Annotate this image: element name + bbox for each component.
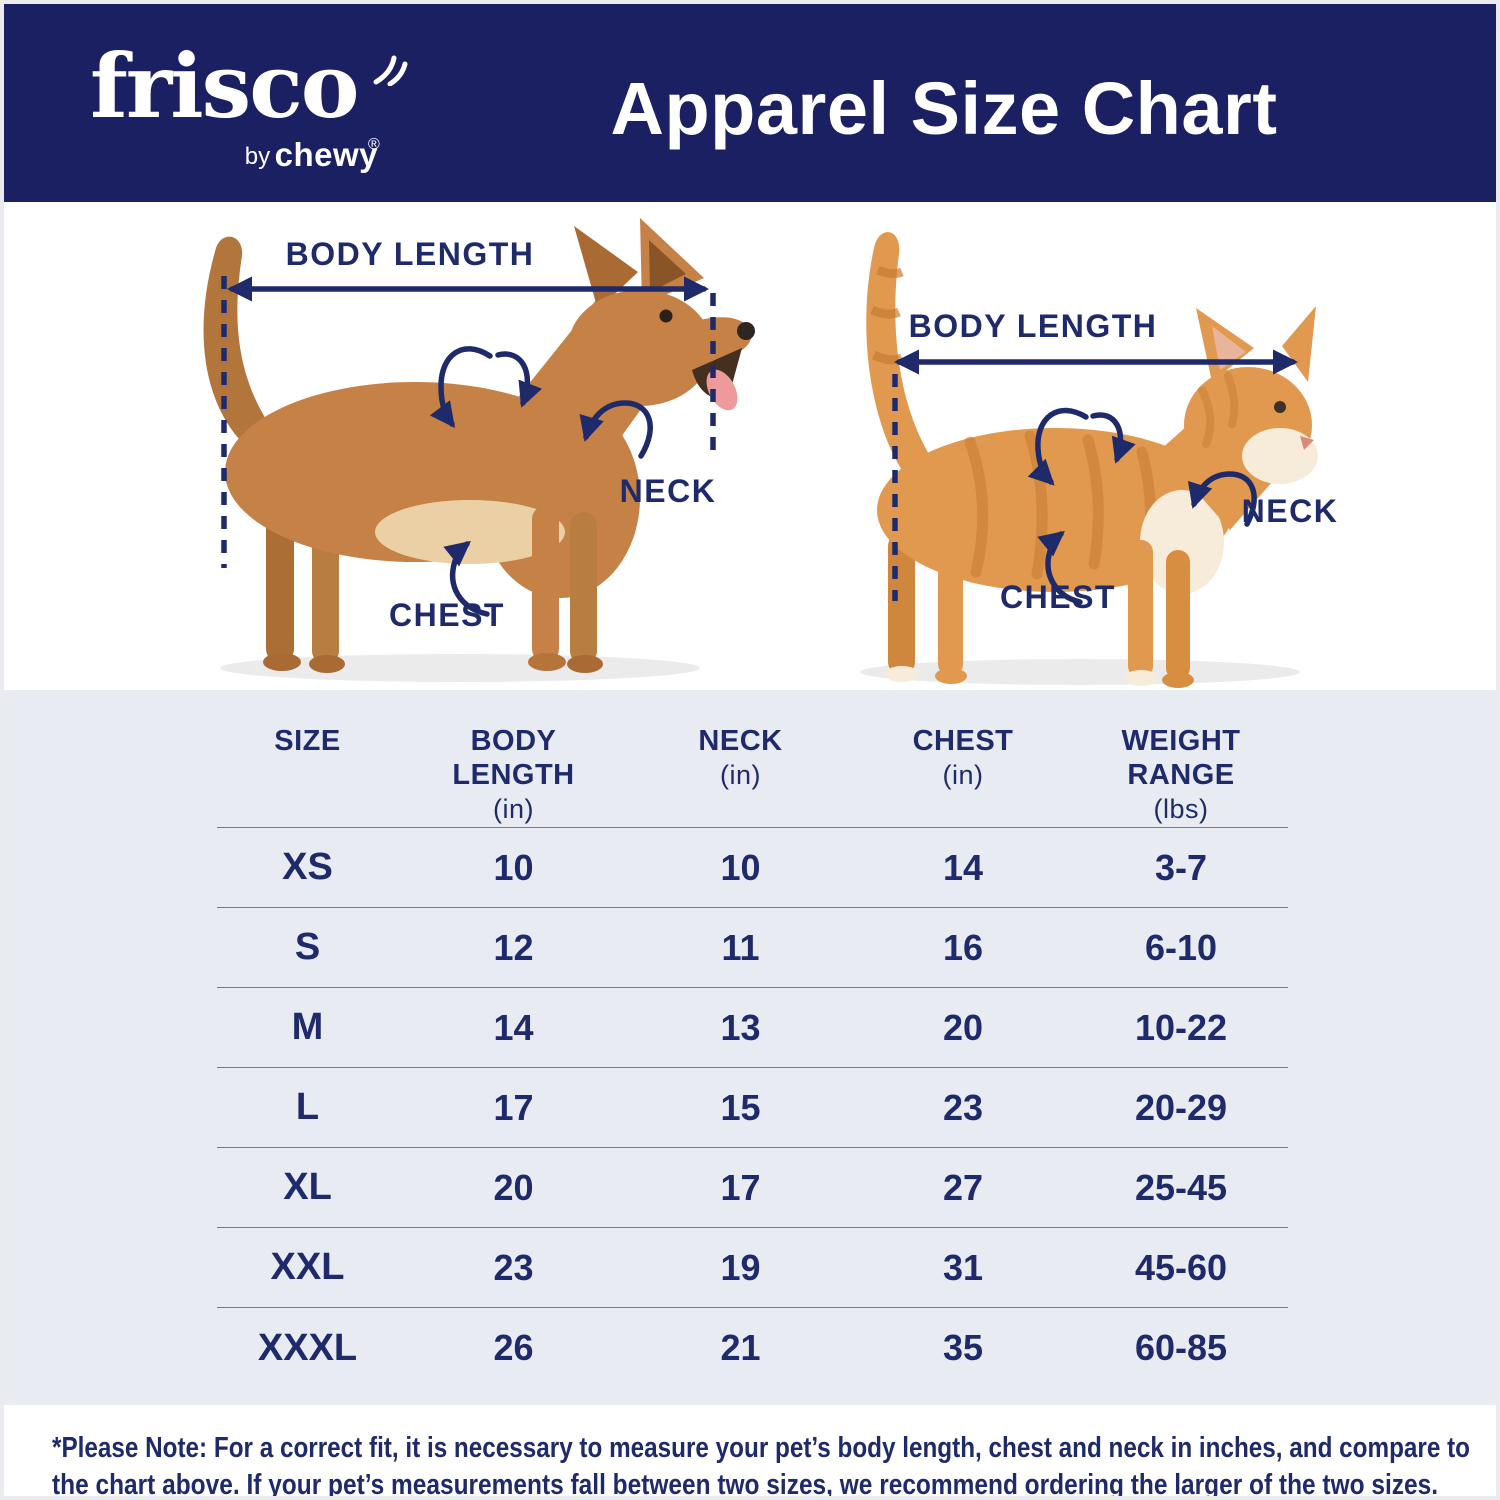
table-row-s: S 12 11 16 6-10 — [217, 908, 1288, 988]
dog-neck-label: NECK — [619, 473, 717, 509]
cat-neck-arrow-right — [1090, 412, 1136, 464]
column-header-weight-range: WEIGHT RANGE (lbs) — [1121, 725, 1241, 824]
page-title: Apparel Size Chart — [610, 67, 1278, 150]
column-header-chest: CHEST (in) — [912, 725, 1014, 790]
dog-neck-arrow-lower — [579, 400, 653, 459]
cat-photo — [860, 232, 1318, 688]
cat-chest-label: CHEST — [1000, 579, 1116, 615]
column-header-neck: NECK (in) — [698, 725, 783, 790]
footnote: *Please Note: For a correct fit, it is n… — [0, 1405, 1500, 1500]
table-row-xxxl: XXXL 26 21 35 60-85 — [257, 1326, 1228, 1369]
table-row-m: M 14 13 20 10-22 — [217, 988, 1288, 1068]
table-header-row: SIZE BODY LENGTH (in) NECK (in) CHEST (in) W… — [217, 690, 1288, 828]
swoosh-icon — [372, 52, 412, 91]
column-header-size: SIZE — [274, 725, 341, 757]
table-row-l: L 17 15 23 20-29 — [217, 1068, 1288, 1148]
measurement-annotations — [221, 276, 1299, 617]
byline-by: by — [244, 143, 271, 170]
dog-chest-arrow — [443, 540, 490, 617]
dog-chest-label: CHEST — [389, 597, 505, 633]
footnote-line-2: the chart above. If your pet’s measureme… — [52, 1469, 1438, 1500]
cat-body-length-label: BODY LENGTH — [908, 308, 1158, 344]
column-header-body-length: BODY LENGTH (in) — [452, 725, 575, 824]
header-bar: frisco ® by chewy Apparel Size Chart — [4, 4, 1496, 202]
frisco-wordmark: frisco — [90, 34, 359, 138]
size-table-section: SIZE BODY LENGTH (in) NECK (in) CHEST (in) W… — [4, 690, 1496, 1405]
cat-chest-arrow — [1037, 530, 1083, 605]
by-chewy-byline: by chewy — [90, 136, 390, 174]
chewy-wordmark: chewy — [274, 136, 378, 173]
table-row-xxl: XXL 23 19 31 45-60 — [217, 1228, 1288, 1308]
dog-neck-arrow-left — [429, 346, 493, 429]
table-row-xl: XL 20 17 27 25-45 — [217, 1148, 1288, 1228]
cat-neck-arrow-left — [1027, 407, 1089, 486]
dog-photo — [203, 218, 755, 682]
cat-neck-arrow-lower — [1187, 471, 1257, 527]
frisco-logo: frisco ® by chewy — [90, 34, 408, 174]
footnote-line-1: *Please Note: For a correct fit, it is n… — [52, 1432, 1470, 1464]
dog-body-length-label: BODY LENGTH — [285, 236, 535, 272]
dog-neck-arrow-right — [495, 351, 543, 408]
cat-neck-label: NECK — [1241, 493, 1339, 529]
table-row-xs: XS 10 10 14 3-7 — [217, 828, 1288, 908]
registered-mark: ® — [368, 136, 380, 153]
size-table: SIZE BODY LENGTH (in) NECK (in) CHEST (in) W… — [217, 690, 1288, 1388]
